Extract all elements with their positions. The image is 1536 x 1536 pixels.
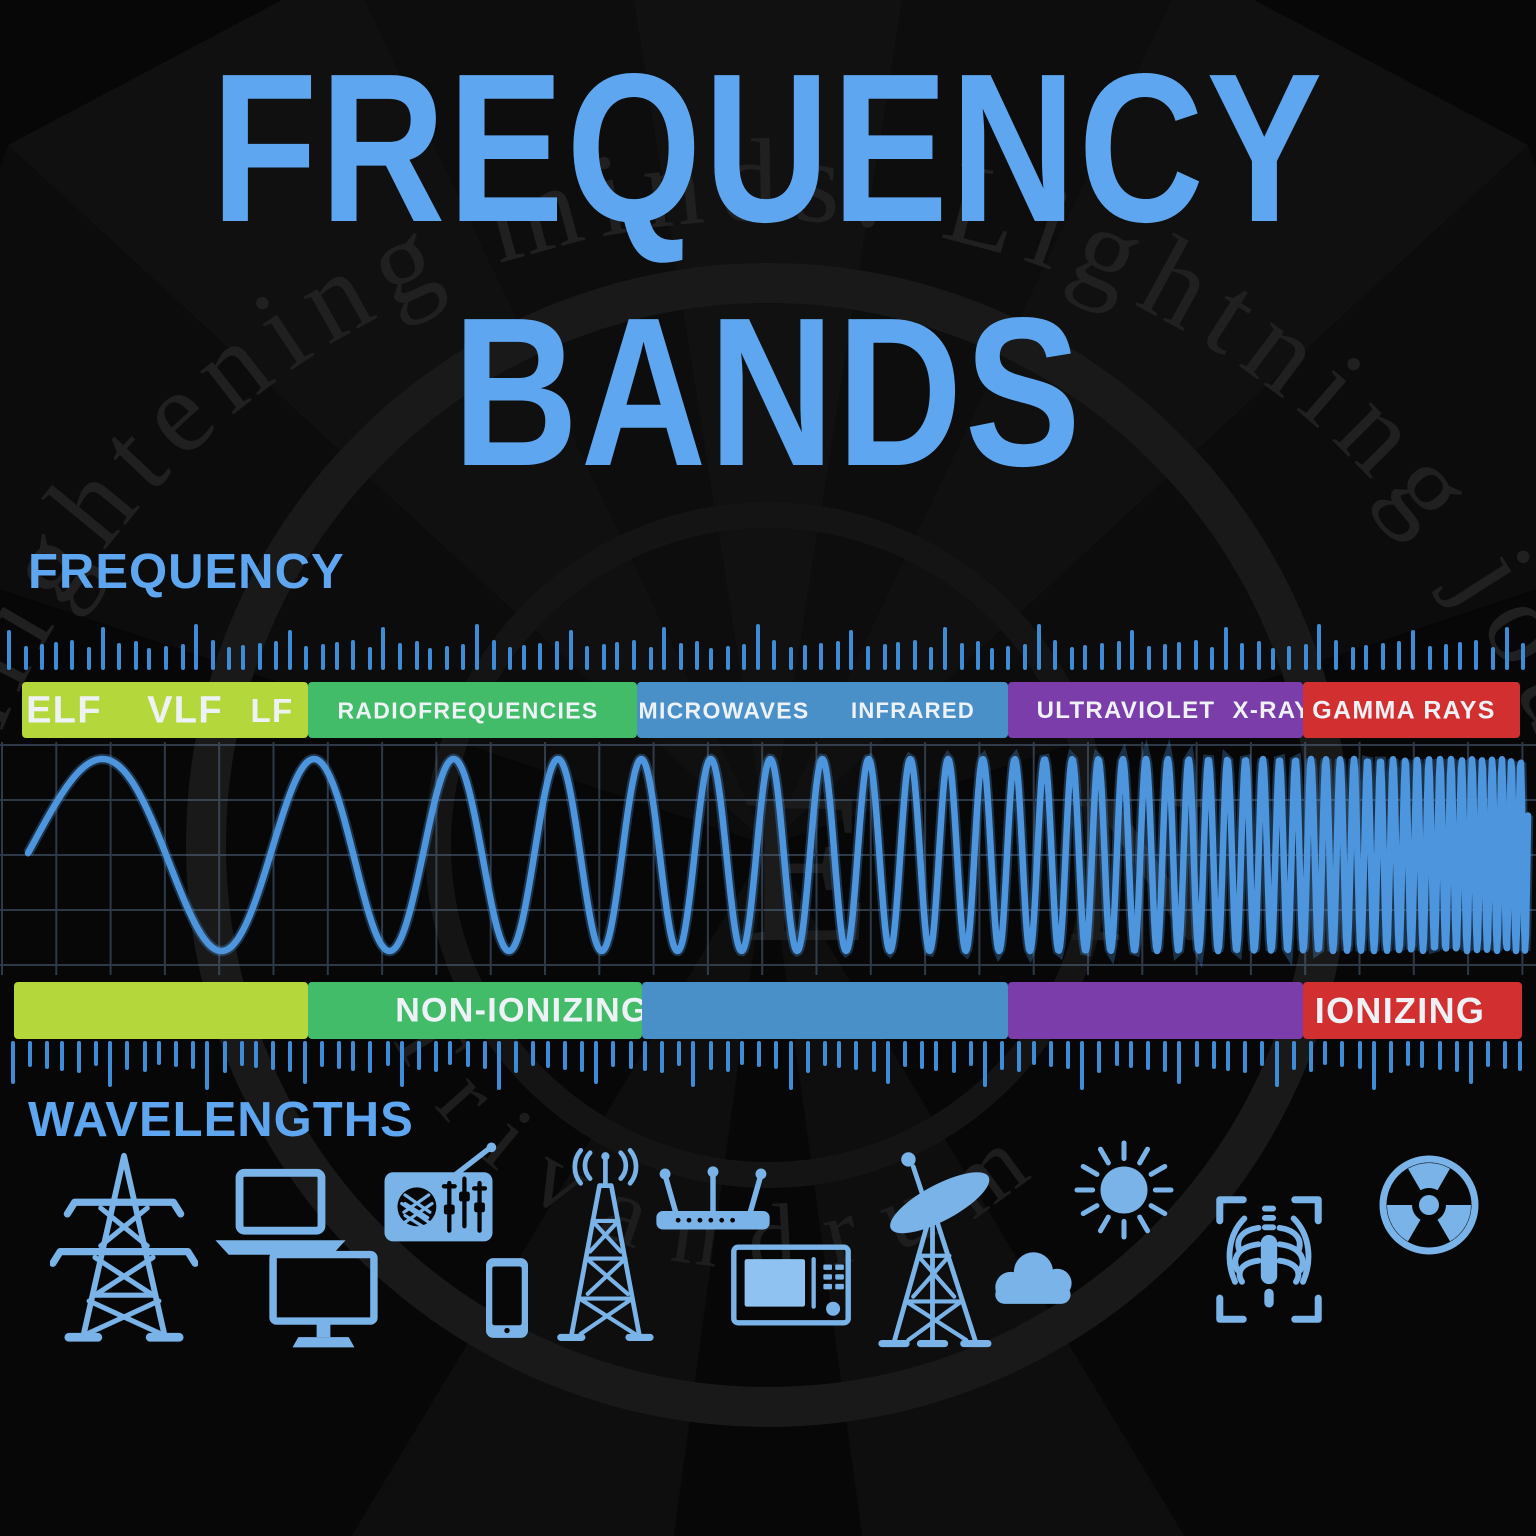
band-segment-uv-range [1008, 982, 1303, 1039]
band-label: IONIZING [1314, 990, 1486, 1032]
band-label: ULTRAVIOLET [1036, 696, 1216, 724]
smartphone-icon [486, 1258, 528, 1338]
band-label: MICROWAVES [638, 697, 810, 724]
band-segment-radiofrequencies: RADIOFREQUENCIES [308, 682, 637, 738]
band-segment-ultraviolet-xray: ULTRAVIOLET X-RAY [1008, 682, 1310, 738]
band-label: VLF [147, 689, 223, 732]
band-segment-microwave-range [642, 982, 1008, 1039]
band-label: ELF [26, 689, 102, 732]
band-label: GAMMA RAYS [1312, 696, 1496, 725]
frequency-wave [24, 755, 1532, 955]
band-segment-gamma-rays: GAMMA RAYS [1303, 682, 1520, 738]
band-label: LF [250, 691, 294, 729]
title-line-2: BANDS [452, 273, 1084, 510]
radiation-symbol-icon [1379, 1155, 1479, 1255]
satellite-dish-tower-icon [878, 1152, 992, 1348]
sun-icon [1074, 1140, 1174, 1240]
watermark-ring-inner [425, 502, 1111, 1188]
band-label: X-RAY [1232, 696, 1312, 724]
transmission-tower-icon [50, 1152, 198, 1342]
frequency-section-label: FREQUENCY [28, 545, 345, 599]
wavelengths-section-label: WAVELENGTHS [28, 1093, 414, 1147]
band-label: INFRARED [850, 697, 976, 723]
title-line-1: FREQUENCY [211, 29, 1325, 266]
band-segment-ionizing-range: IONIZING [1303, 982, 1522, 1039]
desktop-monitor-icon [269, 1250, 378, 1348]
band-segment-radio-range: NON-IONIZING [308, 982, 647, 1039]
page-title: FREQUENCY BANDS [138, 26, 1398, 514]
xray-scan-icon [1216, 1196, 1322, 1323]
band-segment-elf-range [14, 982, 308, 1039]
cloud-icon [995, 1252, 1072, 1304]
wifi-router-icon [656, 1166, 770, 1230]
broadcast-tower-icon [557, 1148, 654, 1341]
band-segment-elf-vlf-lf: ELF VLF LF [22, 682, 308, 738]
radio-icon [384, 1142, 497, 1242]
band-segment-microwaves-infrared: MICROWAVES INFRARED [637, 682, 1008, 738]
band-label: NON-IONIZING [395, 991, 649, 1030]
microwave-oven-icon [731, 1244, 851, 1326]
laptop-icon [215, 1168, 346, 1255]
band-label: RADIOFREQUENCIES [337, 697, 599, 724]
